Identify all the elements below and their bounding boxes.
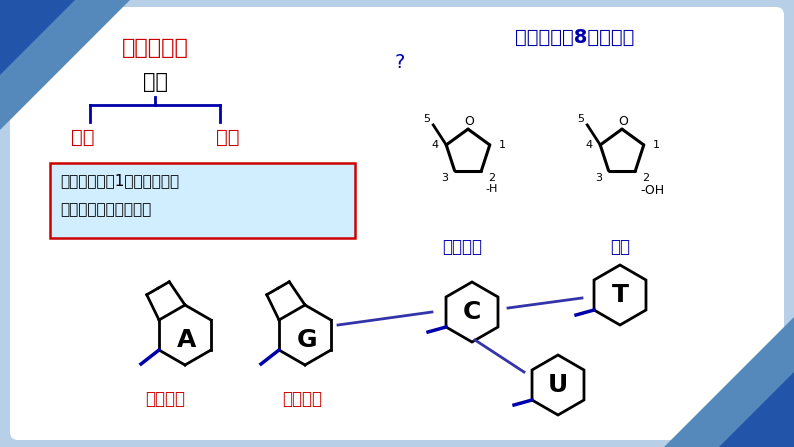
- Text: O: O: [618, 115, 628, 128]
- Polygon shape: [664, 317, 794, 447]
- Text: 3: 3: [596, 173, 603, 182]
- Polygon shape: [159, 305, 211, 365]
- Text: O: O: [464, 115, 474, 128]
- Text: 4: 4: [431, 140, 438, 150]
- Text: 碌基: 碌基: [216, 128, 240, 147]
- Text: 1: 1: [499, 140, 506, 150]
- Polygon shape: [594, 265, 646, 325]
- Polygon shape: [0, 0, 130, 130]
- Text: 核苷的组成: 核苷的组成: [121, 38, 188, 58]
- Text: 说明：戊糖的1位碳最活跃，: 说明：戊糖的1位碳最活跃，: [60, 173, 179, 188]
- Text: 核糖: 核糖: [610, 238, 630, 256]
- Polygon shape: [0, 0, 75, 75]
- Text: ?: ?: [395, 53, 406, 72]
- Text: 戊糖: 戊糖: [71, 128, 94, 147]
- Text: A: A: [177, 328, 197, 352]
- Text: 与碌基连接组成核苷。: 与碌基连接组成核苷。: [60, 202, 151, 217]
- Polygon shape: [279, 305, 331, 365]
- Text: 腈氧核糖: 腈氧核糖: [442, 238, 482, 256]
- Text: U: U: [548, 373, 569, 397]
- Polygon shape: [267, 282, 305, 320]
- Text: 4: 4: [585, 140, 592, 150]
- Text: 腈氧核苷: 腈氧核苷: [282, 390, 322, 408]
- Text: 5: 5: [423, 114, 430, 124]
- Polygon shape: [532, 355, 584, 415]
- Text: 核苷: 核苷: [142, 72, 168, 92]
- Text: 2: 2: [642, 173, 649, 182]
- Text: 2: 2: [488, 173, 495, 182]
- FancyBboxPatch shape: [50, 163, 355, 238]
- Text: 3: 3: [441, 173, 449, 182]
- Polygon shape: [147, 282, 185, 320]
- Polygon shape: [719, 372, 794, 447]
- Text: -H: -H: [485, 184, 498, 194]
- Text: C: C: [463, 300, 481, 324]
- Text: 核糖核苷: 核糖核苷: [145, 390, 185, 408]
- Polygon shape: [446, 282, 498, 342]
- Text: 1: 1: [653, 140, 660, 150]
- Text: 你能拼出这8种核苷吗: 你能拼出这8种核苷吗: [515, 28, 634, 47]
- Text: -OH: -OH: [641, 184, 665, 197]
- Text: G: G: [297, 328, 318, 352]
- Text: T: T: [611, 283, 629, 307]
- Text: 5: 5: [577, 114, 584, 124]
- FancyBboxPatch shape: [10, 7, 784, 440]
